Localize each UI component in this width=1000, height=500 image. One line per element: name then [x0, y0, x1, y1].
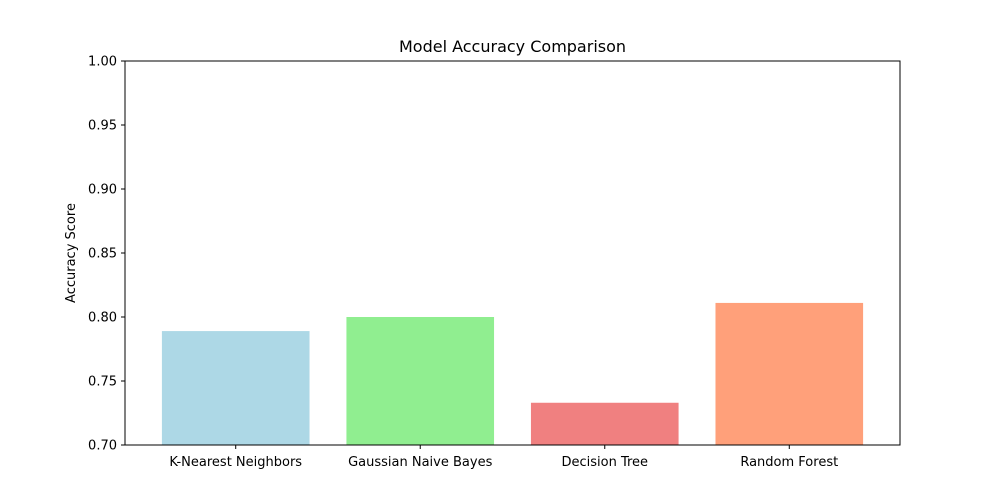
- bar-k-nearest-neighbors: [161, 331, 310, 445]
- y-tick-label: 0.80: [88, 311, 117, 326]
- y-axis: 0.70 0.75 0.80 0.85 0.90 0.95 1.00: [88, 55, 125, 454]
- x-tick-label: K-Nearest Neighbors: [169, 455, 302, 470]
- x-tick-label: Decision Tree: [561, 455, 648, 470]
- bar-gaussian-naive-bayes: [346, 317, 495, 445]
- bar-random-forest: [715, 302, 864, 445]
- chart-title: Model Accuracy Comparison: [399, 37, 626, 56]
- y-tick-label: 0.90: [88, 183, 117, 198]
- y-tick-label: 0.95: [88, 119, 117, 134]
- y-tick-label: 0.75: [88, 375, 117, 390]
- y-tick-label: 0.70: [88, 439, 117, 454]
- y-axis-label: Accuracy Score: [64, 203, 79, 303]
- x-tick-label: Random Forest: [740, 455, 838, 470]
- bars-group: [161, 302, 864, 445]
- y-tick-label: 1.00: [88, 55, 117, 70]
- bar-decision-tree: [530, 402, 679, 445]
- x-axis: K-Nearest Neighbors Gaussian Naive Bayes D…: [169, 445, 838, 470]
- x-tick-label: Gaussian Naive Bayes: [348, 455, 492, 470]
- plot-frame: [124, 60, 901, 446]
- y-tick-label: 0.85: [88, 247, 117, 262]
